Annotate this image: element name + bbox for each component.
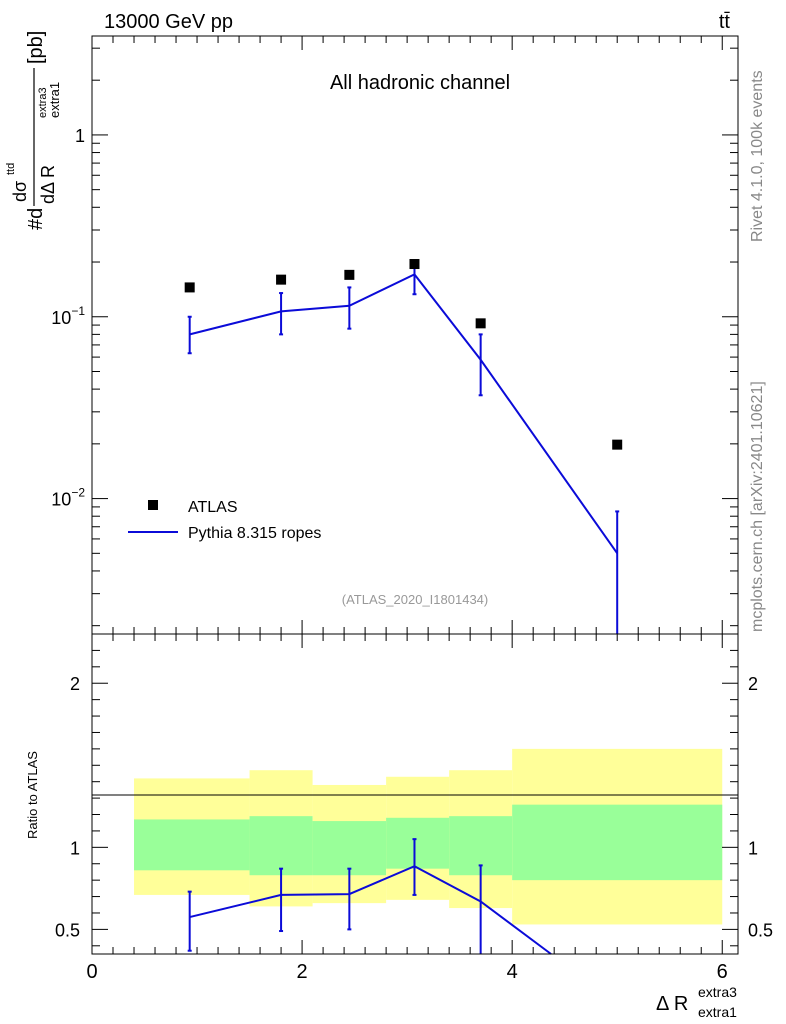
ratio-y-tick-label-left: 1	[70, 838, 80, 858]
rivet-version-label: Rivet 4.1.0, 100k events	[749, 70, 766, 242]
main-series-lines	[187, 261, 620, 634]
stat-uncertainty-band	[312, 821, 387, 876]
analysis-label: (ATLAS_2020_I1801434)	[342, 592, 488, 607]
ratio-frame	[91, 633, 739, 955]
x-tick-label: 4	[507, 961, 518, 983]
main-panel: All hadronic channel (ATLAS_2020_I180143…	[5, 31, 739, 635]
ylabel-unit: [pb]	[25, 31, 47, 64]
stat-uncertainty-band	[512, 804, 723, 881]
main-data-points	[184, 259, 623, 450]
mcplots-label: mcplots.cern.ch [arXiv:2401.10621]	[749, 381, 766, 632]
legend-label-atlas: ATLAS	[188, 499, 238, 516]
stat-uncertainty-band	[249, 816, 313, 876]
ratio-mc-line	[189, 865, 552, 955]
y-tick-label: 1	[75, 126, 85, 146]
y-tick-label: 10−2	[51, 486, 85, 510]
ratio-y-tick-label-left: 0.5	[55, 920, 80, 940]
ylabel-prefix: #d	[25, 208, 47, 230]
legend-marker-atlas	[148, 500, 158, 510]
xlabel-sub: extra1	[698, 1004, 737, 1020]
atlas-data-point	[409, 259, 420, 270]
xlabel-sup: extra3	[698, 984, 737, 1000]
legend-label-pythia: Pythia 8.315 ropes	[188, 525, 321, 542]
x-tick-label: 2	[297, 961, 308, 983]
x-tick-label: 0	[86, 961, 97, 983]
main-y-axis-label: #d dσ ttd dΔ R extra3 extra1 [pb]	[5, 31, 62, 230]
ratio-panel: 0.5 0.5 1 1 2 2 0 2 4 6 Ratio to ATLAS Δ R extra3…	[25, 633, 773, 1020]
atlas-data-point	[344, 269, 355, 280]
ratio-y-axis-label: Ratio to ATLAS	[25, 751, 40, 839]
ylabel-frac-den-sup: extra3	[37, 87, 49, 118]
legend: ATLAS Pythia 8.315 ropes	[128, 499, 321, 542]
y-tick-label: 10−1	[51, 304, 85, 328]
x-tick-label: 6	[717, 961, 728, 983]
ratio-y-tick-label-right: 2	[748, 674, 758, 694]
atlas-data-point	[184, 282, 195, 293]
ylabel-frac-den-sub: extra1	[47, 82, 62, 118]
energy-label: 13000 GeV pp	[104, 11, 233, 33]
stat-uncertainty-band	[134, 819, 250, 871]
atlas-data-point	[475, 318, 486, 329]
atlas-data-point	[276, 274, 287, 285]
ylabel-frac-num-sup: ttd	[5, 163, 17, 175]
ratio-axis-ticks: 0.5 0.5 1 1 2 2 0 2 4 6	[55, 634, 773, 983]
stat-uncertainty-band	[386, 817, 450, 869]
x-axis-label: Δ R extra3 extra1	[656, 984, 737, 1020]
ratio-uncertainty-bands	[134, 748, 723, 925]
xlabel-base: Δ R	[656, 993, 688, 1015]
ratio-y-tick-label-right: 1	[748, 838, 758, 858]
ratio-y-tick-label-left: 2	[70, 674, 80, 694]
atlas-data-point	[612, 439, 623, 450]
ylabel-frac-den: dΔ R	[38, 165, 58, 204]
ylabel-frac-num: dσ	[10, 181, 30, 202]
plot-title: All hadronic channel	[330, 72, 510, 94]
main-axis-ticks: 1 10−1 10−2	[51, 36, 738, 634]
ratio-series-lines	[187, 838, 552, 955]
mc-line	[189, 273, 619, 554]
ratio-y-tick-label-right: 0.5	[748, 920, 773, 940]
process-label: tt̄	[719, 11, 731, 33]
